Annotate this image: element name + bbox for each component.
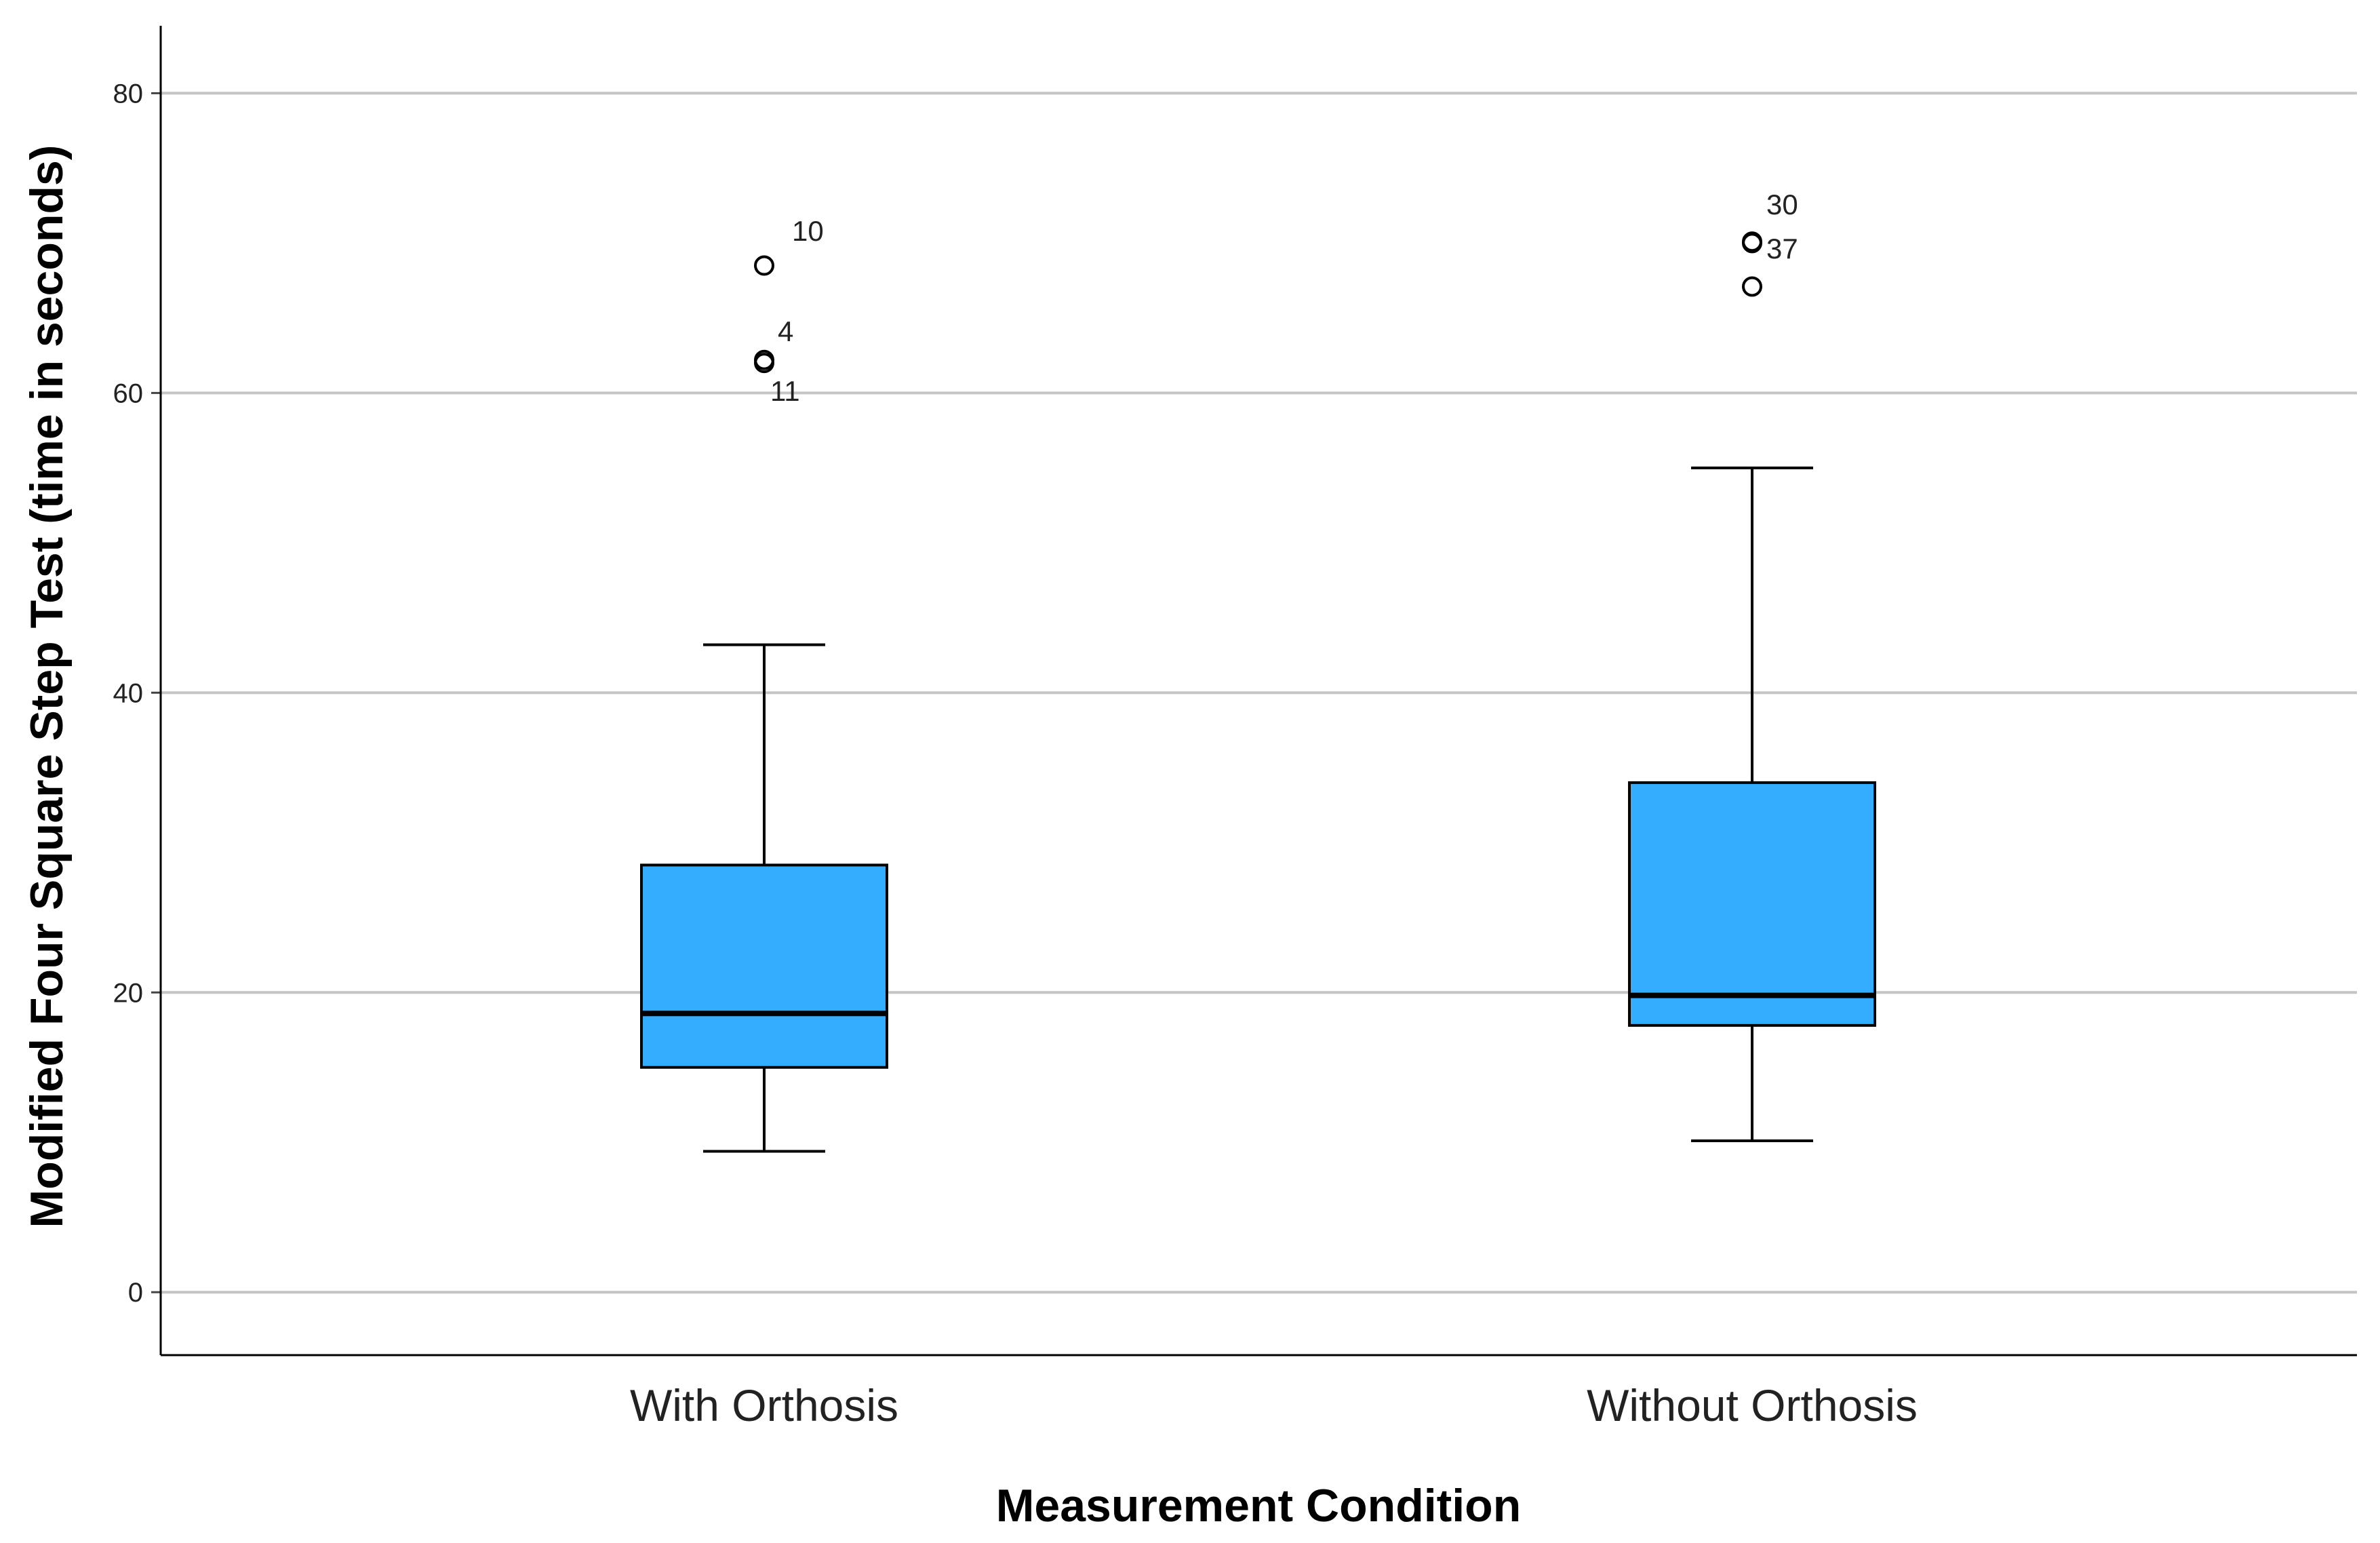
box-2-iqr [1628,781,1876,1027]
y-tick-labels: 0 20 40 60 80 [113,79,144,1308]
outlier-label-30: 30 [1766,189,1798,220]
x-category-labels: With Orthosis Without Orthosis [630,1380,1918,1430]
axes [151,26,2357,1356]
y-axis-title: Modified Four Square Step Test (time in … [21,145,73,1228]
y-tick-label-20: 20 [113,978,144,1008]
y-tick-label-0: 0 [128,1278,143,1308]
boxes [640,466,1876,1153]
gridlines [161,92,2357,1294]
outlier-label-4: 4 [778,315,793,347]
outlier-label-10: 10 [792,215,824,247]
box-1-iqr [640,863,888,1069]
x-category-label-1: With Orthosis [630,1380,898,1430]
box-1-outlier-1 [754,255,774,276]
box-2 [1628,466,1876,1143]
y-tick-label-80: 80 [113,79,144,109]
outlier-label-11: 11 [770,375,800,407]
box-2-outlier-2 [1742,233,1762,254]
outliers: 10 4 11 30 37 [754,189,1798,407]
y-tick-label-40: 40 [113,678,144,708]
box-1-outlier-3 [754,353,774,374]
x-category-label-2: Without Orthosis [1587,1380,1918,1430]
box-1 [640,643,888,1153]
outlier-label-37: 37 [1766,233,1798,265]
x-axis-title: Measurement Condition [996,1480,1522,1531]
y-tick-label-60: 60 [113,378,144,408]
box-2-outlier-3 [1742,276,1762,297]
